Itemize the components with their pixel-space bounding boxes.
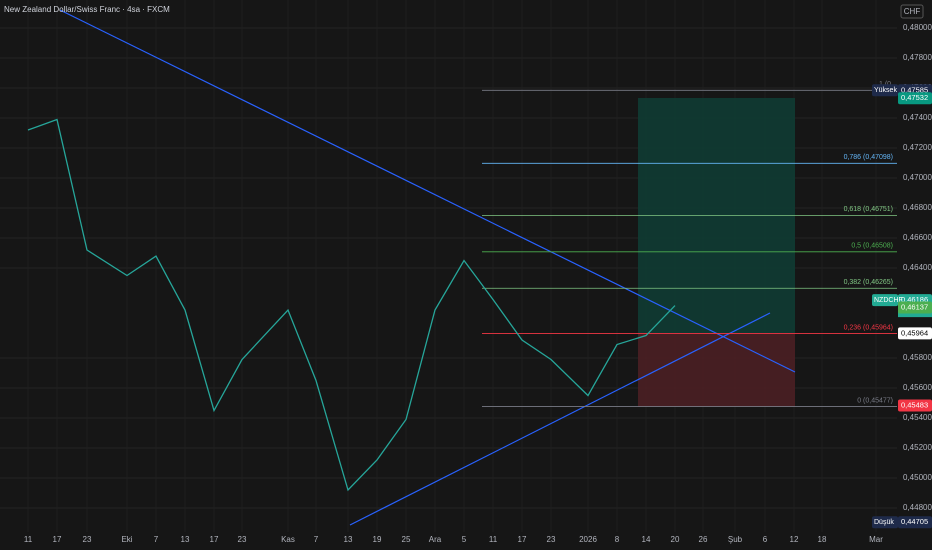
price-tag <box>898 327 932 340</box>
chart-title: New Zealand Dollar/Swiss Franc · 4sa · F… <box>4 5 170 14</box>
y-tick-label: 0,46800 <box>903 203 932 212</box>
price-tag <box>898 516 932 529</box>
x-tick-label: 23 <box>547 535 556 544</box>
x-tick-label: 7 <box>154 535 159 544</box>
plot: 1 (0,0,786 (0,47098)0,618 (0,46751)0,5 (… <box>27 81 897 492</box>
price-tag-prefix: Düşük <box>874 519 894 526</box>
x-tick-label: Mar <box>869 535 883 544</box>
price-tag-prefix-bg <box>872 84 898 97</box>
x-tick-label: 17 <box>53 535 62 544</box>
currency-box[interactable] <box>900 4 924 19</box>
price-tag-label: 0,47585 <box>901 85 928 94</box>
price-tag <box>898 301 932 314</box>
fib-label: 0,5 (0,46508) <box>851 243 893 250</box>
fib-label: 0,786 (0,47098) <box>844 154 893 161</box>
x-tick-label: 13 <box>344 535 353 544</box>
y-tick-label: 0,48000 <box>903 23 932 32</box>
x-tick-label: 7 <box>314 535 319 544</box>
x-tick-label: 19 <box>373 535 382 544</box>
price-tag-label: 0,44705 <box>901 517 928 526</box>
x-tick-label: 20 <box>671 535 680 544</box>
y-tick-label: 0,45800 <box>903 353 932 362</box>
fib-label: 0,618 (0,46751) <box>844 206 893 213</box>
price-tag-label: 0,45483 <box>901 401 928 410</box>
x-tick-label: Kas <box>281 535 295 544</box>
x-tick-label: 17 <box>518 535 527 544</box>
x-tick-label: 23 <box>83 535 92 544</box>
price-tag-prefix: NZDCHF <box>874 297 903 304</box>
fib-label: 0,382 (0,46265) <box>844 279 893 286</box>
x-tick-label: 17 <box>210 535 219 544</box>
y-tick-label: 0,47400 <box>903 113 932 122</box>
loss-zone <box>638 333 795 407</box>
y-tick-label: 0,44800 <box>903 503 932 512</box>
x-tick-label: Şub <box>728 535 743 544</box>
price-tag-label: 0,45964 <box>901 328 928 337</box>
x-tick-label: 12 <box>790 535 799 544</box>
x-tick-label: 8 <box>615 535 620 544</box>
x-tick-label: 18 <box>818 535 827 544</box>
x-tick-label: 13 <box>181 535 190 544</box>
x-tick-label: 5 <box>462 535 467 544</box>
trendline <box>59 9 796 373</box>
trendline <box>349 312 771 526</box>
price-tag <box>898 92 932 105</box>
y-tick-label: 0,46400 <box>903 263 932 272</box>
x-tick-label: 11 <box>24 535 33 544</box>
x-tick-label: 11 <box>489 535 498 544</box>
price-tag <box>898 399 932 412</box>
price-tag-label: 0,46186 <box>901 295 928 304</box>
x-tick-label: 23 <box>238 535 247 544</box>
x-tick-label: 6 <box>763 535 768 544</box>
price-line <box>27 118 676 492</box>
x-tick-label: 2026 <box>579 535 597 544</box>
currency[interactable]: CHF <box>904 7 921 16</box>
price-tag-label: 0,47532 <box>901 93 928 102</box>
price-tag-prefix-bg <box>872 516 898 529</box>
fib-label: 0,236 (0,45964) <box>844 324 893 331</box>
price-tag-label: 0,46137 <box>901 302 928 311</box>
y-tick-label: 0,45600 <box>903 383 932 392</box>
x-tick-label: 14 <box>642 535 651 544</box>
y-tick-label: 0,45400 <box>903 413 932 422</box>
x-tick-label: Ara <box>429 535 442 544</box>
price-tag-prefix: Yüksek <box>874 87 897 94</box>
price-tag-prefix-bg <box>872 294 898 307</box>
y-tick-label: 0,46600 <box>903 233 932 242</box>
y-tick-label: 0,45000 <box>903 473 932 482</box>
x-tick-label: 25 <box>402 535 411 544</box>
y-tick-label: 0,45200 <box>903 443 932 452</box>
x-tick-label: 26 <box>699 535 708 544</box>
x-tick-label: Eki <box>121 535 132 544</box>
axes: 0,480000,478000,476000,474000,472000,470… <box>24 23 932 544</box>
y-tick-label: 0,47000 <box>903 173 932 182</box>
y-tick-label: 0,47800 <box>903 53 932 62</box>
y-tick-label: 0,47200 <box>903 143 932 152</box>
fib-label: 0 (0,45477) <box>857 397 893 404</box>
